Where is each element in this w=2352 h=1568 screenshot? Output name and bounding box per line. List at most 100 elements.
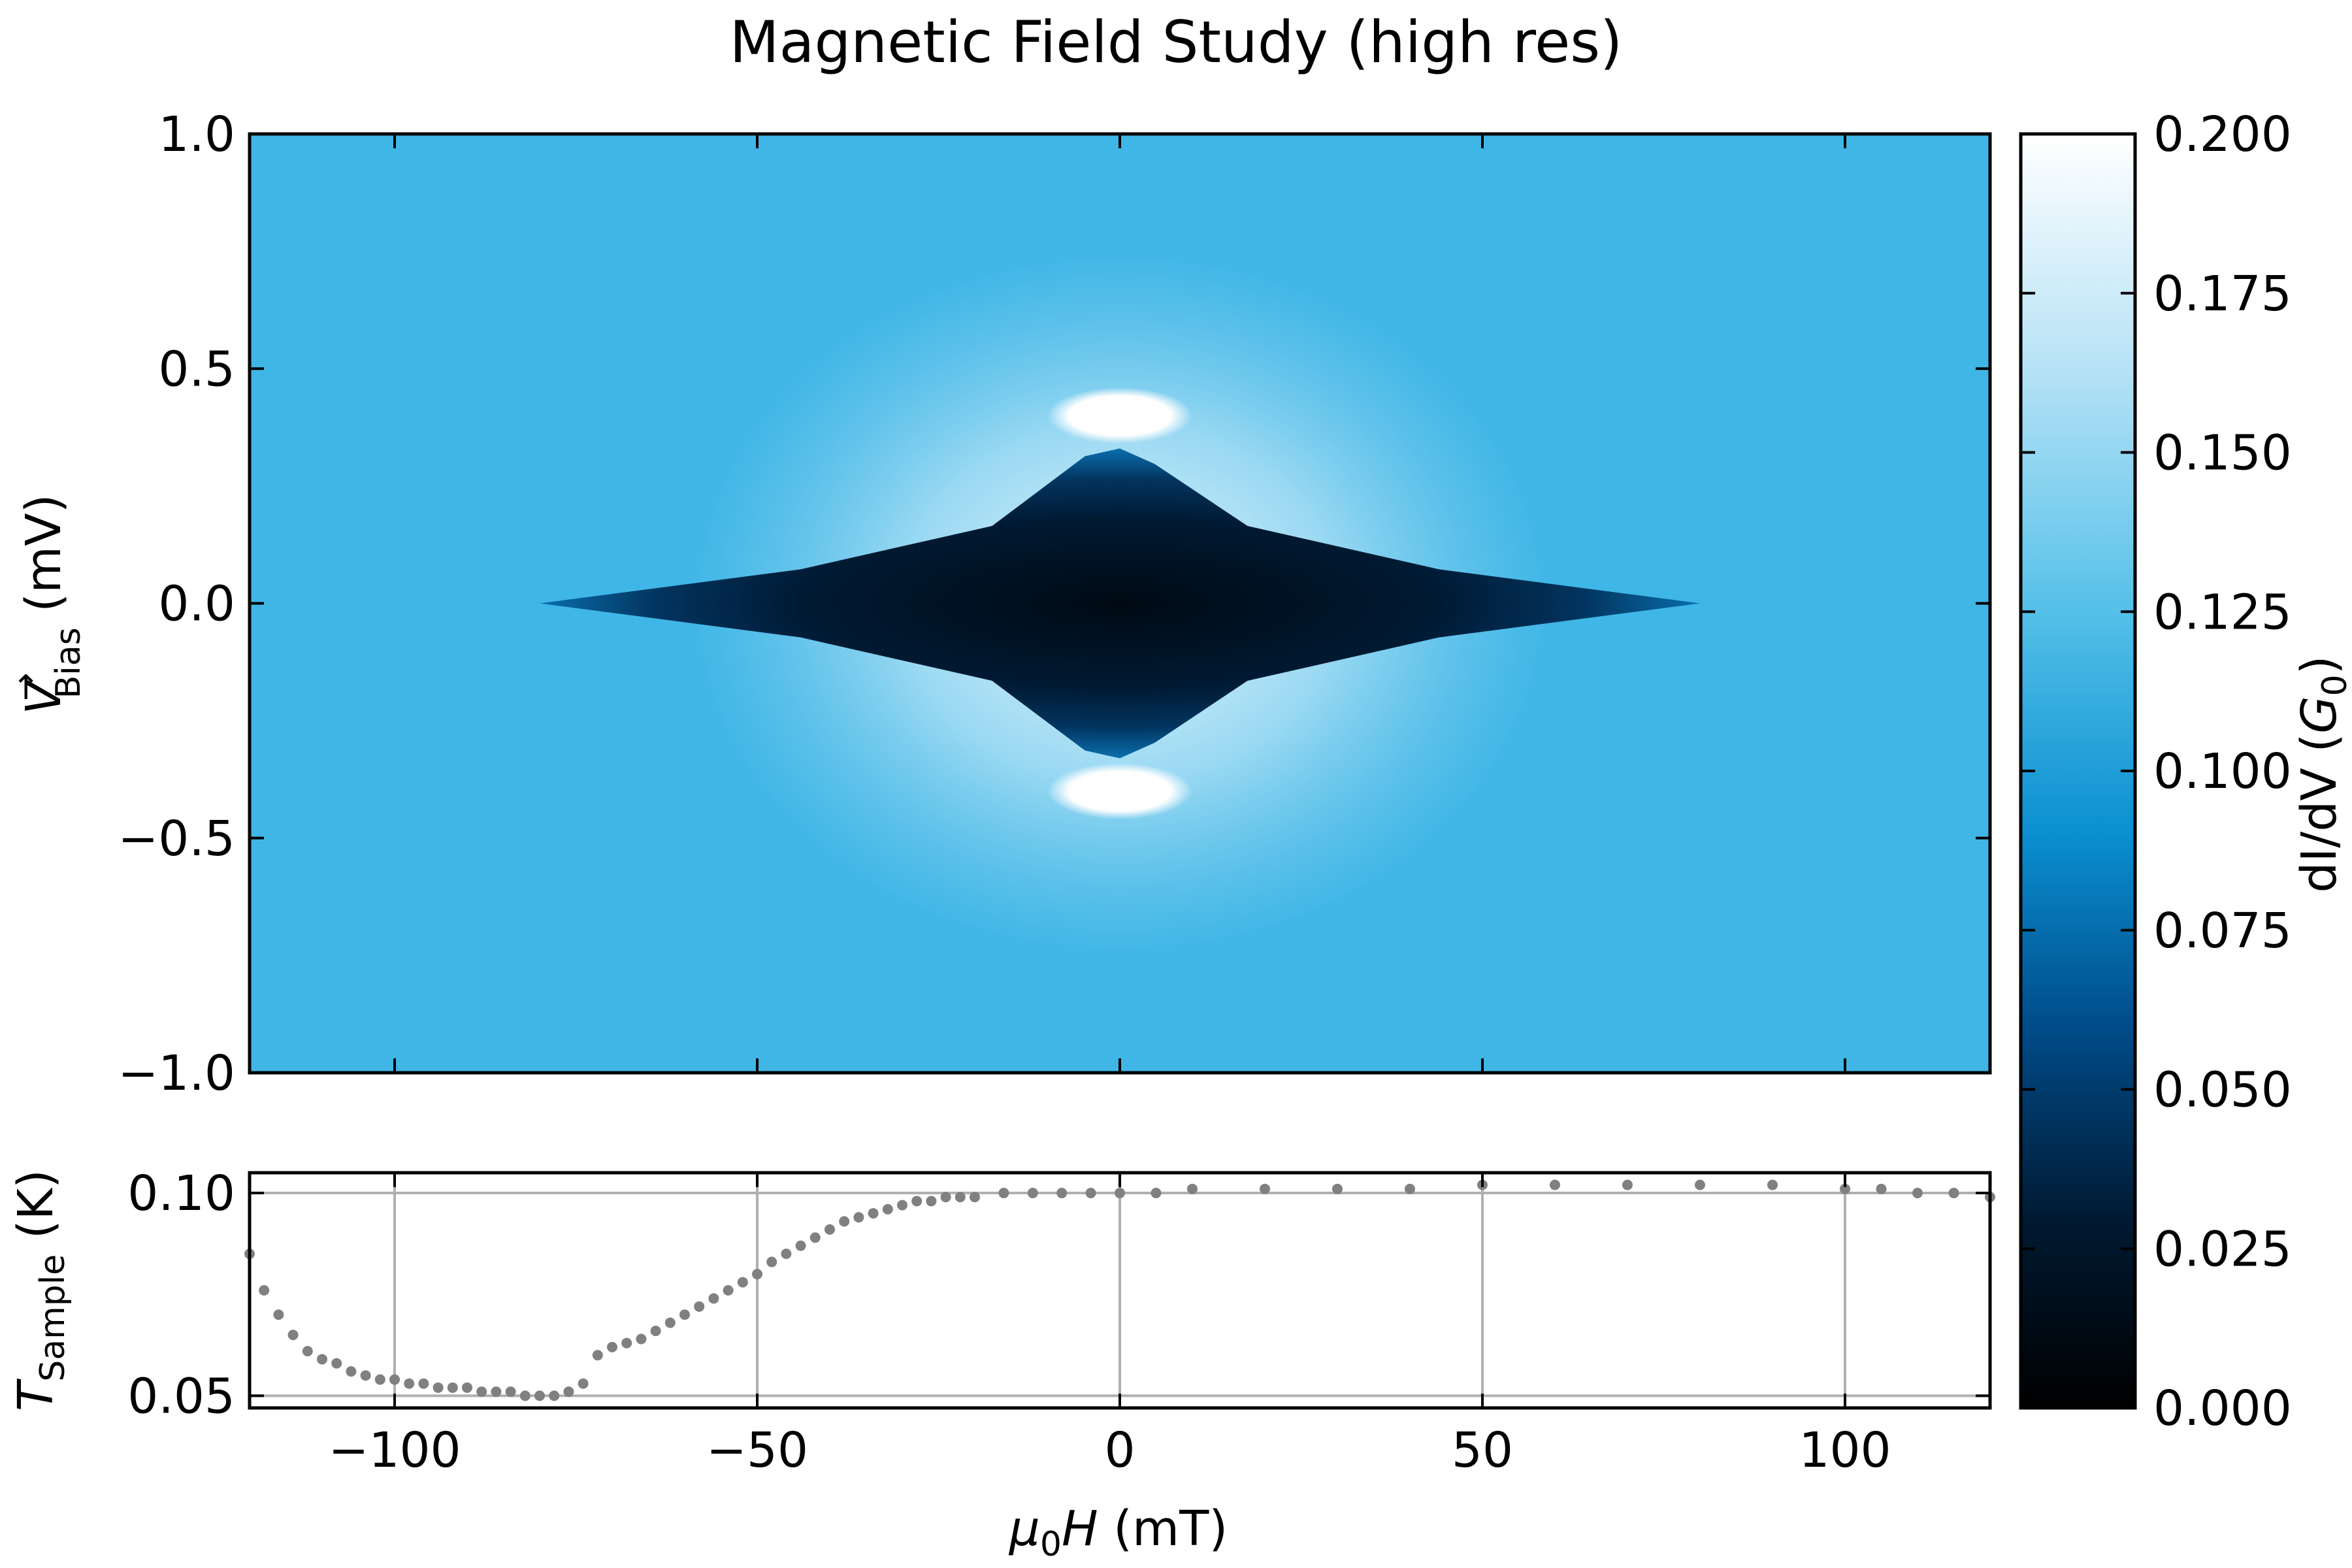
x-tick-label: 0 [1104, 1422, 1135, 1478]
temperature-point [1056, 1188, 1068, 1199]
colorbar-ticks: 0.000 0.025 0.050 0.075 0.100 0.125 0.150 0.175… [2021, 106, 2292, 1437]
temperature-point [505, 1386, 516, 1397]
temperature-point [650, 1326, 661, 1337]
chart-title: Magnetic Field Study (high res) [730, 8, 1623, 76]
temperature-point [287, 1330, 299, 1341]
temperature-point [549, 1390, 560, 1401]
tlabel-symbol: T [8, 1378, 64, 1411]
cbar-label-subscript: 0 [2315, 674, 2352, 696]
temperature-plot: 0.05 0.10 −100 −50 0 50 100 [127, 1166, 1995, 1478]
temperature-point [897, 1200, 907, 1211]
colorbar-tick-label: 0.100 [2153, 743, 2292, 800]
temperature-point [360, 1370, 371, 1381]
heatmap-y-tick-label: 0.0 [158, 576, 235, 632]
temperature-point [1085, 1188, 1096, 1199]
colorbar-tick-label: 0.000 [2153, 1380, 2292, 1437]
temperature-point [1622, 1179, 1633, 1190]
temperature-point [679, 1309, 690, 1320]
temperature-point [723, 1285, 734, 1296]
heatmap-y-label: V→ Bias (mV) [6, 494, 88, 714]
temperature-point [664, 1317, 676, 1328]
xlabel-subscript: 0 [1040, 1525, 1062, 1564]
temperature-point [1260, 1183, 1270, 1194]
temperature-point [694, 1301, 705, 1312]
temperature-point [781, 1249, 792, 1260]
temperature-point [374, 1374, 385, 1385]
xlabel-unit: (mT) [1098, 1501, 1228, 1557]
colorbar: 0.000 0.025 0.050 0.075 0.100 0.125 0.150 0.175… [2019, 106, 2292, 1437]
temperature-point [940, 1192, 951, 1203]
heatmap-y-tick-label: −1.0 [118, 1045, 235, 1102]
temperature-point [1840, 1183, 1850, 1194]
temperature-y-tick-label: 0.05 [127, 1368, 235, 1424]
colorbar-gradient [2019, 132, 2137, 1410]
temperature-point [592, 1350, 603, 1361]
temperature-point [839, 1216, 850, 1227]
temperature-point [1405, 1183, 1415, 1194]
heatmap-y-tick-label: 1.0 [158, 106, 235, 163]
temperature-point [708, 1293, 719, 1304]
temperature-point [1695, 1179, 1705, 1190]
tlabel-unit: (K) [8, 1169, 64, 1254]
temperature-point [911, 1196, 923, 1207]
temperature-grid [250, 1173, 1990, 1408]
temperature-point [809, 1232, 821, 1243]
temperature-point [563, 1386, 574, 1397]
temperature-point [607, 1341, 617, 1352]
temperature-point [737, 1277, 748, 1288]
colorbar-tick-label: 0.200 [2153, 106, 2292, 163]
temperature-point [868, 1208, 879, 1219]
temperature-point [752, 1269, 762, 1280]
colorbar-tick-label: 0.025 [2153, 1221, 2292, 1277]
temperature-point [1550, 1179, 1560, 1190]
temperature-point [1912, 1188, 1923, 1199]
temperature-point [447, 1382, 458, 1393]
temperature-y-label: TSample (K) [8, 1169, 73, 1411]
x-tick-label: 50 [1452, 1422, 1513, 1478]
heatmap-y-tick-label: −0.5 [118, 811, 235, 867]
colorbar-label: dI/dV (G0) [2291, 655, 2352, 892]
x-tick-label: −50 [706, 1422, 808, 1478]
temperature-point [970, 1192, 980, 1203]
ylabel-unit: (mV) [16, 494, 72, 627]
heatmap-x-ticks [393, 134, 1846, 1073]
temperature-point [955, 1192, 966, 1203]
cbar-label-main: dI/dV ( [2291, 734, 2347, 893]
temperature-y-axis: 0.05 0.10 [127, 1166, 1990, 1424]
temperature-point [621, 1337, 632, 1348]
temperature-point [519, 1390, 531, 1401]
coherence-peak-positive [1047, 387, 1192, 444]
colorbar-tick-label: 0.175 [2153, 266, 2292, 322]
temperature-point [998, 1188, 1009, 1199]
temperature-point [853, 1212, 864, 1223]
temperature-point [317, 1354, 327, 1365]
temperature-point [882, 1203, 893, 1215]
temperature-point [926, 1196, 937, 1207]
temperature-point [476, 1386, 487, 1397]
temperature-point [766, 1256, 777, 1267]
xlabel-mu: μ [1009, 1501, 1040, 1557]
temperature-point [418, 1378, 429, 1389]
colorbar-tick-label: 0.050 [2153, 1062, 2292, 1119]
temperature-point [259, 1285, 270, 1296]
temperature-point [578, 1378, 589, 1389]
coherence-peak-negative [1047, 762, 1192, 820]
temperature-point [636, 1333, 647, 1345]
x-tick-label: −100 [328, 1422, 461, 1478]
colorbar-tick-label: 0.125 [2153, 584, 2292, 640]
heatmap-y-axis: −1.0 −0.5 0.0 0.5 1.0 [118, 106, 1990, 1102]
temperature-point [302, 1346, 313, 1357]
temperature-point [1332, 1183, 1343, 1194]
xlabel-symbol: H [1062, 1501, 1098, 1557]
ylabel-symbol: V [16, 679, 72, 715]
temperature-point [1115, 1188, 1125, 1199]
temperature-x-axis: −100 −50 0 50 100 [328, 1173, 1891, 1478]
temperature-point [389, 1374, 400, 1385]
temperature-point [1027, 1188, 1038, 1199]
temperature-point [1151, 1188, 1162, 1199]
temperature-point [825, 1224, 835, 1235]
temperature-point [346, 1366, 357, 1377]
colorbar-tick-label: 0.075 [2153, 903, 2292, 959]
cbar-label-close: ) [2291, 655, 2347, 674]
